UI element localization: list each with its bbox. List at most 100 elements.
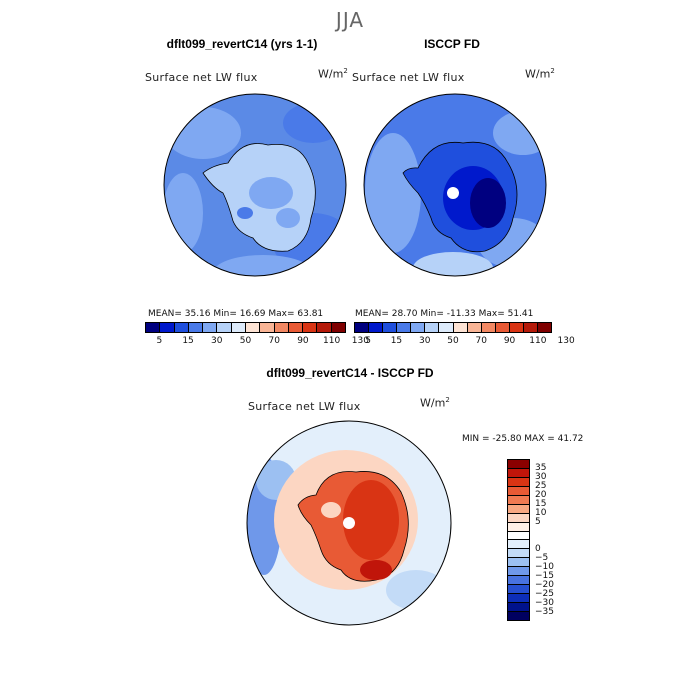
- model-colorbar-ticks: 5 15 30 50 70 90 110 130: [145, 336, 368, 348]
- diff-units-label: W/m2: [420, 396, 450, 410]
- colorbar-swatch: [411, 323, 426, 332]
- colorbar-tick-label: 30: [211, 336, 223, 346]
- colorbar-swatch: [425, 323, 440, 332]
- colorbar-swatch: [508, 460, 529, 469]
- colorbar-swatch: [509, 323, 524, 332]
- colorbar-swatch: [508, 540, 529, 550]
- colorbar-swatch: [397, 323, 412, 332]
- colorbar-swatch: [508, 611, 529, 620]
- colorbar-swatch: [217, 323, 232, 332]
- colorbar-tick-label: 25: [535, 481, 547, 491]
- colorbar-swatch: [508, 585, 529, 595]
- colorbar-swatch: [508, 486, 529, 496]
- colorbar-tick-label: 5: [365, 336, 372, 346]
- colorbar-swatch: [317, 323, 332, 332]
- colorbar-tick-label: −10: [535, 562, 554, 572]
- colorbar-swatch: [303, 323, 318, 332]
- colorbar-tick-label: 50: [447, 336, 459, 346]
- colorbar-tick-label: 30: [418, 336, 431, 346]
- diff-variable-label: Surface net LW flux: [248, 400, 361, 413]
- colorbar-swatch: [508, 477, 529, 487]
- colorbar-tick-label: 70: [268, 336, 280, 346]
- colorbar-swatch: [508, 567, 529, 577]
- colorbar-swatch: [481, 323, 496, 332]
- colorbar-tick-label: 15: [535, 499, 547, 509]
- colorbar-tick-label: 35: [535, 463, 547, 473]
- obs-colorbar: [354, 322, 552, 333]
- colorbar-tick-label: 130: [351, 336, 369, 346]
- diff-map-border: [246, 420, 452, 626]
- diff-stats: MIN = -25.80 MAX = 41.72: [462, 434, 584, 444]
- colorbar-swatch: [495, 323, 510, 332]
- colorbar-tick-label: −20: [535, 580, 554, 590]
- colorbar-swatch: [467, 323, 482, 332]
- colorbar-swatch: [508, 522, 529, 532]
- colorbar-tick-label: 15: [390, 336, 403, 346]
- colorbar-swatch: [508, 594, 529, 603]
- colorbar-tick-label: −30: [535, 598, 554, 608]
- colorbar-swatch: [274, 323, 289, 332]
- colorbar-tick-label: 20: [535, 490, 547, 500]
- obs-map-border: [363, 93, 547, 277]
- colorbar-swatch: [174, 323, 189, 332]
- obs-units-label: W/m2: [525, 67, 555, 81]
- colorbar-swatch: [369, 323, 384, 332]
- colorbar-swatch: [508, 603, 529, 612]
- colorbar-swatch: [160, 323, 175, 332]
- colorbar-swatch: [439, 323, 454, 332]
- model-colorbar: [145, 322, 346, 333]
- model-variable-label: Surface net LW flux: [145, 71, 258, 84]
- colorbar-swatch: [508, 513, 529, 523]
- model-stats: MEAN= 35.16 Min= 16.69 Max= 63.81: [148, 309, 324, 319]
- colorbar-tick-label: 30: [535, 472, 547, 482]
- colorbar-swatch: [508, 531, 529, 541]
- colorbar-tick-label: −15: [535, 571, 554, 581]
- colorbar-tick-label: 5: [535, 517, 541, 527]
- colorbar-tick-label: 110: [323, 336, 341, 346]
- colorbar-swatch: [203, 323, 218, 332]
- colorbar-swatch: [508, 549, 529, 559]
- colorbar-swatch: [231, 323, 246, 332]
- season-title: JJA: [335, 8, 365, 32]
- obs-variable-label: Surface net LW flux: [352, 71, 465, 84]
- colorbar-swatch: [508, 576, 529, 586]
- colorbar-tick-label: 10: [535, 508, 547, 518]
- colorbar-tick-label: 130: [557, 336, 575, 346]
- colorbar-tick-label: 90: [297, 336, 309, 346]
- colorbar-tick-label: 70: [475, 336, 488, 346]
- obs-stats: MEAN= 28.70 Min= -11.33 Max= 51.41: [355, 309, 534, 319]
- colorbar-tick-label: 5: [156, 336, 163, 346]
- colorbar-swatch: [508, 558, 529, 568]
- colorbar-swatch: [538, 323, 552, 332]
- colorbar-swatch: [453, 323, 468, 332]
- diff-panel-title: dflt099_revertC14 - ISCCP FD: [266, 366, 434, 380]
- colorbar-swatch: [523, 323, 539, 332]
- diff-polar-map: [246, 420, 452, 626]
- colorbar-swatch: [260, 323, 275, 332]
- colorbar-tick-label: 15: [182, 336, 194, 346]
- colorbar-swatch: [383, 323, 398, 332]
- colorbar-swatch: [508, 468, 529, 478]
- obs-colorbar-ticks: 5 15 30 50 70 90 110 130: [354, 336, 574, 348]
- obs-panel-title: ISCCP FD: [424, 37, 480, 51]
- colorbar-swatch: [331, 323, 345, 332]
- model-units-label: W/m2: [318, 67, 348, 81]
- colorbar-tick-label: 110: [529, 336, 547, 346]
- colorbar-swatch: [146, 323, 161, 332]
- obs-polar-map: [363, 93, 547, 277]
- colorbar-swatch: [188, 323, 204, 332]
- colorbar-swatch: [508, 504, 529, 514]
- model-map-border: [163, 93, 347, 277]
- model-polar-map: [163, 93, 347, 277]
- colorbar-swatch: [288, 323, 304, 332]
- colorbar-tick-label: 50: [239, 336, 252, 346]
- colorbar-tick-label: −35: [535, 607, 554, 617]
- colorbar-tick-label: −5: [535, 553, 549, 563]
- colorbar-swatch: [355, 323, 370, 332]
- colorbar-tick-label: −25: [535, 589, 554, 599]
- diff-colorbar: [507, 459, 530, 621]
- colorbar-swatch: [245, 323, 261, 332]
- colorbar-swatch: [508, 495, 529, 505]
- model-panel-title: dflt099_revertC14 (yrs 1-1): [166, 37, 318, 51]
- colorbar-tick-label: 0: [535, 544, 541, 554]
